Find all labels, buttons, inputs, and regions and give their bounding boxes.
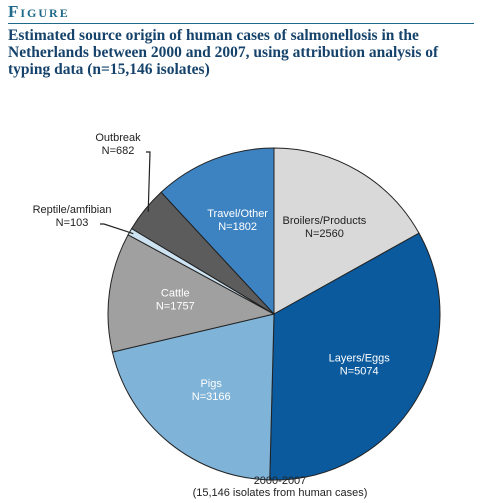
slice-value-label: N=1802 (218, 221, 257, 233)
slice-label: Outbreak (95, 132, 141, 144)
slice-label: Layers/Eggs (329, 352, 391, 364)
slice-label: Broilers/Products (283, 215, 367, 227)
annotation: 2000-2007 (254, 475, 307, 487)
slice-label: Cattle (161, 288, 190, 300)
leader-line (100, 223, 134, 235)
pie-slice (269, 232, 441, 481)
slice-value-label: N=2560 (305, 228, 344, 240)
figure-label: Figure (8, 2, 70, 21)
slice-label: Pigs (200, 378, 222, 390)
slice-value-label: N=682 (102, 145, 135, 157)
pie-slice (273, 147, 420, 315)
annotation: (15,146 isolates from human cases) (193, 487, 368, 499)
chart-title: Estimated source origin of human cases o… (8, 27, 439, 78)
slice-label: Travel/Other (207, 208, 268, 220)
slice-label: Reptile/amfibian (33, 204, 112, 216)
slice-value-label: N=5074 (340, 365, 379, 377)
pie-slice (107, 234, 276, 353)
leader-line (146, 151, 151, 212)
header-rule (8, 23, 474, 24)
slice-value-label: N=1757 (156, 301, 195, 313)
slice-value-label: N=3166 (192, 391, 231, 403)
slice-value-label: N=103 (56, 217, 89, 229)
pie-slice (160, 147, 275, 316)
pie-slice (111, 313, 275, 481)
